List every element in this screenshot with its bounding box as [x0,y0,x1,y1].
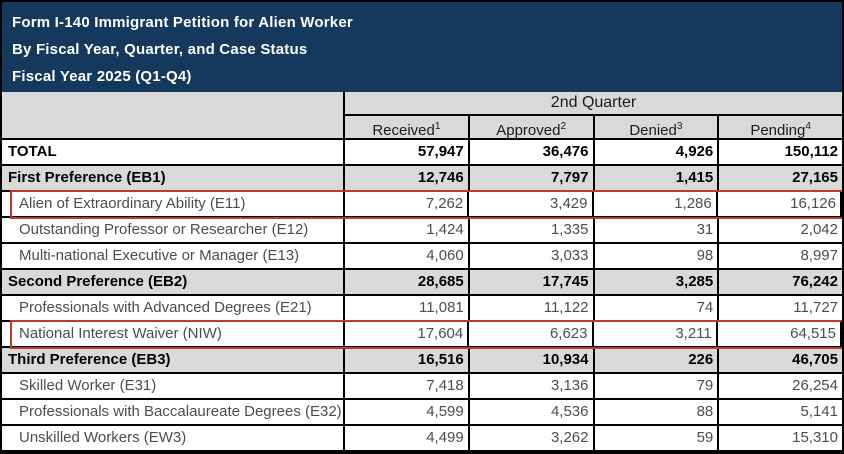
received-value: 57,947 [345,140,470,166]
pending-value: 150,112 [719,140,842,166]
denied-value: 4,926 [594,140,720,166]
approved-value: 6,623 [469,322,594,348]
denied-value: 1,286 [593,192,718,218]
pending-value: 15,310 [719,426,842,452]
column-header-approved: Approved2 [469,116,595,140]
received-value: 4,599 [345,400,470,426]
denied-value: 226 [594,348,720,374]
pending-value: 16,126 [717,192,842,218]
corner-cell [2,92,345,140]
row-label: Skilled Worker (E31) [2,374,345,400]
title-banner: Form I-140 Immigrant Petition for Alien … [2,2,842,92]
received-value: 17,604 [345,322,470,348]
received-value: 28,685 [345,270,470,296]
table-row-eb2: Second Preference (EB2) 28,685 17,745 3,… [2,270,842,296]
pending-value: 5,141 [719,400,842,426]
table-row-e12: Outstanding Professor or Researcher (E12… [2,218,842,244]
denied-value: 88 [594,400,720,426]
approved-value: 1,335 [469,218,595,244]
row-label: Professionals with Advanced Degrees (E21… [2,296,345,322]
denied-value: 74 [594,296,720,322]
column-header-pending: Pending4 [719,116,842,140]
pending-value: 8,997 [719,244,842,270]
table-row-eb3: Third Preference (EB3) 16,516 10,934 226… [2,348,842,374]
report-fiscal-year: Fiscal Year 2025 (Q1-Q4) [12,68,192,85]
table-row-ew3: Unskilled Workers (EW3) 4,499 3,262 59 1… [2,426,842,452]
approved-value: 7,797 [469,166,595,192]
received-value: 1,424 [345,218,470,244]
approved-value: 10,934 [469,348,595,374]
row-label: Third Preference (EB3) [2,348,345,374]
table-row-eb1: First Preference (EB1) 12,746 7,797 1,41… [2,166,842,192]
approved-value: 3,262 [469,426,595,452]
pending-value: 2,042 [719,218,842,244]
approved-value: 3,136 [469,374,595,400]
approved-value: 17,745 [469,270,595,296]
report-title: Form I-140 Immigrant Petition for Alien … [12,14,353,31]
petition-table: 2nd Quarter Received1 Approved2 Denied3 … [2,92,842,452]
denied-value: 59 [594,426,720,452]
table-row-niw: National Interest Waiver (NIW) 17,604 6,… [2,320,842,349]
denied-value: 3,285 [594,270,720,296]
received-value: 4,060 [345,244,470,270]
received-value: 11,081 [345,296,470,322]
received-value: 16,516 [345,348,470,374]
column-header-received: Received1 [345,116,470,140]
pending-value: 46,705 [719,348,842,374]
pending-value: 11,727 [719,296,842,322]
pending-value: 27,165 [719,166,842,192]
row-label: Professionals with Baccalaureate Degrees… [2,400,345,426]
denied-value: 1,415 [594,166,720,192]
denied-value: 98 [594,244,720,270]
received-value: 12,746 [345,166,470,192]
table-row-e21: Professionals with Advanced Degrees (E21… [2,296,842,322]
table-row-e32: Professionals with Baccalaureate Degrees… [2,400,842,426]
row-label: Second Preference (EB2) [2,270,345,296]
quarter-header: 2nd Quarter [345,92,842,116]
row-label: National Interest Waiver (NIW) [2,322,345,348]
approved-value: 4,536 [469,400,595,426]
pending-value: 26,254 [719,374,842,400]
row-label: Unskilled Workers (EW3) [2,426,345,452]
row-label: Outstanding Professor or Researcher (E12… [2,218,345,244]
received-value: 4,499 [345,426,470,452]
table-row-total: TOTAL 57,947 36,476 4,926 150,112 [2,140,842,166]
approved-value: 36,476 [469,140,595,166]
denied-value: 79 [594,374,720,400]
pending-value: 76,242 [719,270,842,296]
row-label: TOTAL [2,140,345,166]
table-row-e11: Alien of Extraordinary Ability (E11) 7,2… [2,190,842,219]
table-row-e31: Skilled Worker (E31) 7,418 3,136 79 26,2… [2,374,842,400]
denied-value: 3,211 [593,322,718,348]
row-label: Alien of Extraordinary Ability (E11) [2,192,345,218]
received-value: 7,418 [345,374,470,400]
pending-value: 64,515 [717,322,842,348]
received-value: 7,262 [345,192,470,218]
table-row-e13: Multi-national Executive or Manager (E13… [2,244,842,270]
row-label: First Preference (EB1) [2,166,345,192]
row-label: Multi-national Executive or Manager (E13… [2,244,345,270]
column-header-denied: Denied3 [594,116,720,140]
approved-value: 11,122 [469,296,595,322]
approved-value: 3,429 [469,192,594,218]
table-header: 2nd Quarter Received1 Approved2 Denied3 … [2,92,842,140]
denied-value: 31 [594,218,720,244]
report-subtitle: By Fiscal Year, Quarter, and Case Status [12,41,308,58]
approved-value: 3,033 [469,244,595,270]
